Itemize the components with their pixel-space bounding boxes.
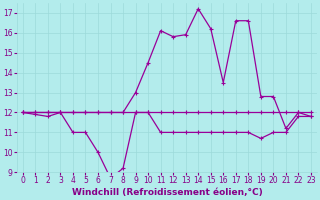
X-axis label: Windchill (Refroidissement éolien,°C): Windchill (Refroidissement éolien,°C) (72, 188, 262, 197)
